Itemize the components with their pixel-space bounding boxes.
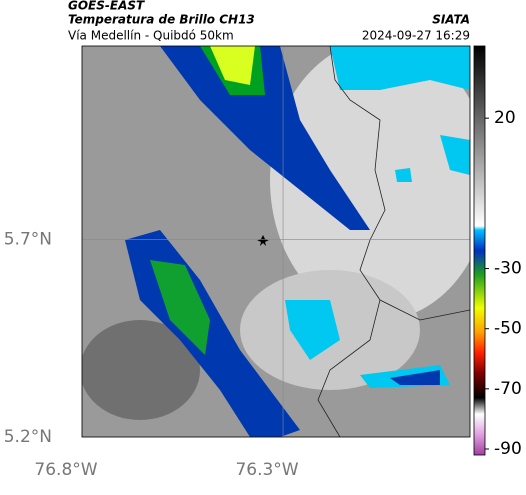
colorbar-tick-label: -50 xyxy=(494,319,522,339)
x-tick-label: 76.8°W xyxy=(34,460,97,480)
y-tick-label: 5.7°N xyxy=(4,230,52,250)
colorbar-tick-label: -90 xyxy=(494,439,522,459)
y-tick-label: 5.2°N xyxy=(4,427,52,447)
colorbar xyxy=(473,45,486,456)
colorbar-tick-label: -70 xyxy=(494,379,522,399)
colorbar-tick-label: 20 xyxy=(494,108,516,128)
source: GOES-EAST xyxy=(68,0,145,13)
title: Temperatura de Brillo CH13 xyxy=(68,13,255,27)
x-tick-label: 76.3°W xyxy=(235,460,298,480)
colorbar-tick-label: -30 xyxy=(494,259,522,279)
timestamp: 2024-09-27 16:29 xyxy=(362,29,470,43)
satellite-image xyxy=(82,46,470,437)
map-frame xyxy=(81,45,471,438)
org: SIATA xyxy=(432,13,470,27)
subtitle: Vía Medellín - Quibdó 50km xyxy=(68,29,234,43)
